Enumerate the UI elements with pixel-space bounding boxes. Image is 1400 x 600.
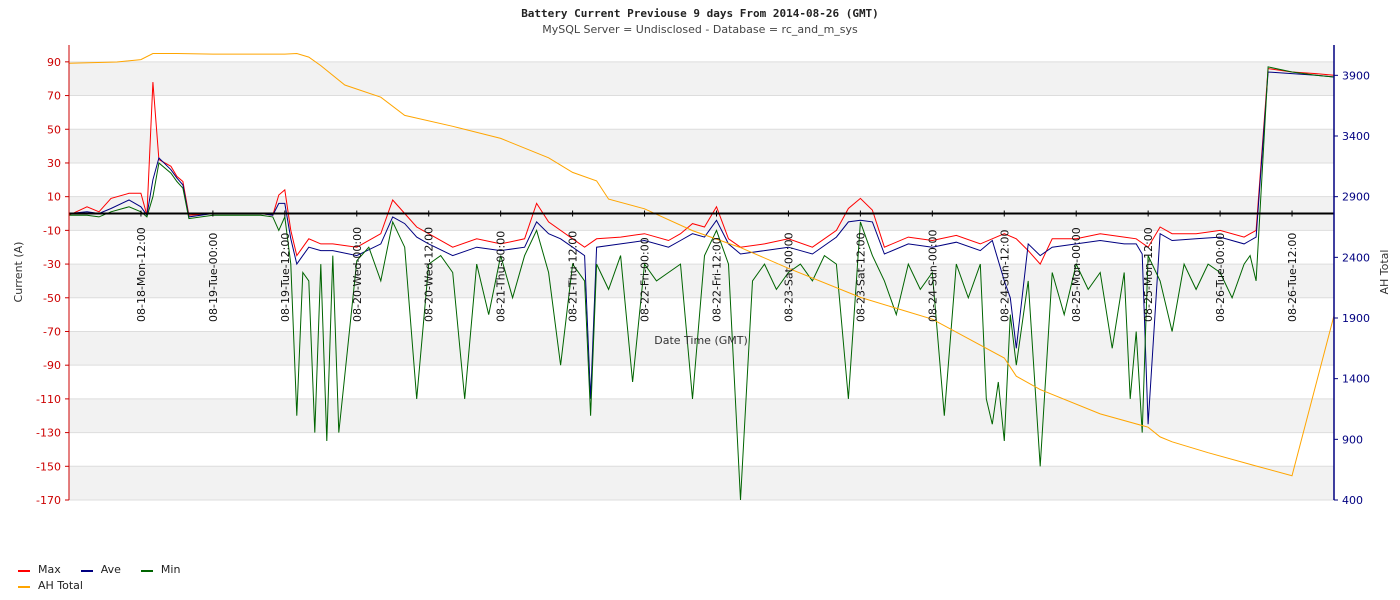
x-tick-label: 08-23-Sat-12:00 — [854, 232, 867, 322]
legend-item-min: Min — [140, 562, 181, 576]
x-tick-label: 08-19-Tue-00:00 — [207, 233, 220, 322]
legend: Max Ave Min AH Total — [18, 561, 200, 593]
x-tick-label: 08-18-Mon-12:00 — [135, 227, 148, 322]
axes: 90 70 50 30 10 -10 -30 -50 -70 -90 -110 -130 -150 -17… — [36, 45, 1370, 507]
grid-band — [69, 466, 1334, 500]
grid-band — [69, 398, 1334, 433]
legend-swatch-ah-total — [18, 586, 30, 588]
x-tick-label: 08-21-Thu-00:00 — [495, 231, 508, 322]
y2-tick-label: 400 — [1342, 494, 1363, 507]
x-axis-label: Date Time (GMT) — [654, 334, 748, 347]
legend-label-min: Min — [160, 562, 181, 576]
x-tick-label: 08-23-Sat-00:00 — [782, 232, 795, 322]
y2-tick-label: 1900 — [1342, 312, 1370, 325]
legend-label-ah-total: AH Total — [38, 578, 83, 592]
x-tick-label: 08-25-Mon-00:00 — [1070, 227, 1083, 322]
x-tick-label: 08-26-Tue-00:00 — [1214, 233, 1227, 322]
y2-tick-label: 1400 — [1342, 373, 1370, 386]
y-tick-label: -130 — [36, 427, 61, 440]
y-tick-label: 50 — [47, 123, 61, 136]
grid-band — [69, 129, 1334, 163]
legend-item-max: Max — [18, 563, 61, 576]
y2-tick-label: 900 — [1342, 433, 1363, 446]
battery-current-chart: Battery Current Previouse 9 days From 20… — [12, 7, 1391, 507]
y-tick-label: -70 — [43, 325, 61, 338]
chart-subtitle: MySQL Server = Undisclosed - Database = … — [542, 23, 858, 36]
legend-swatch-min — [140, 570, 153, 572]
y-tick-label: -150 — [36, 460, 61, 473]
x-tick-label: 08-20-Wed-12:00 — [423, 227, 436, 322]
chart-title: Battery Current Previouse 9 days From 20… — [521, 7, 879, 20]
x-tick-label: 08-21-Thu-12:00 — [567, 231, 580, 322]
legend-swatch-max — [18, 570, 30, 572]
series-line-min — [69, 66, 1335, 501]
y2-tick-label: 2900 — [1342, 191, 1370, 204]
x-tick-label: 08-26-Tue-12:00 — [1286, 233, 1299, 322]
x-tick-label: 08-22-Fri-00:00 — [639, 237, 652, 322]
y-tick-label: -170 — [36, 494, 61, 507]
x-tick-label: 08-22-Fri-12:00 — [710, 237, 723, 322]
y-tick-label: -50 — [43, 292, 61, 305]
grid-band — [69, 331, 1334, 366]
y2-axis-label: AH Total — [1378, 250, 1391, 295]
x-tick-label: 08-25-Mon-12:00 — [1142, 227, 1155, 322]
legend-item-ah-total: AH Total — [18, 579, 83, 592]
y-tick-label: 90 — [47, 56, 61, 69]
y-axis-label: Current (A) — [12, 242, 25, 303]
grid-band — [69, 61, 1334, 96]
y-tick-label: -110 — [36, 393, 61, 406]
legend-label-max: Max — [38, 562, 61, 576]
y-tick-label: -30 — [43, 258, 61, 271]
y-tick-label: -90 — [43, 359, 61, 372]
series-line-ah-total — [68, 52, 1335, 477]
legend-item-ave: Ave — [80, 562, 121, 576]
y-tick-label: 70 — [47, 90, 61, 103]
legend-swatch-ave — [80, 570, 93, 572]
legend-label-ave: Ave — [100, 562, 121, 576]
y-tick-label: 30 — [47, 157, 61, 170]
y2-tick-label: 2400 — [1342, 251, 1370, 264]
y-tick-label: -10 — [43, 224, 61, 237]
x-tick-label: 08-24-Sun-00:00 — [926, 229, 939, 322]
y2-tick-label: 3900 — [1342, 69, 1370, 82]
x-tick-label: 08-24-Sun-12:00 — [998, 229, 1011, 322]
x-tick-label: 08-19-Tue-12:00 — [279, 233, 292, 322]
y2-tick-label: 3400 — [1342, 130, 1370, 143]
y-tick-label: 10 — [47, 191, 61, 204]
x-tick-label: 08-20-Wed-00:00 — [351, 227, 364, 322]
